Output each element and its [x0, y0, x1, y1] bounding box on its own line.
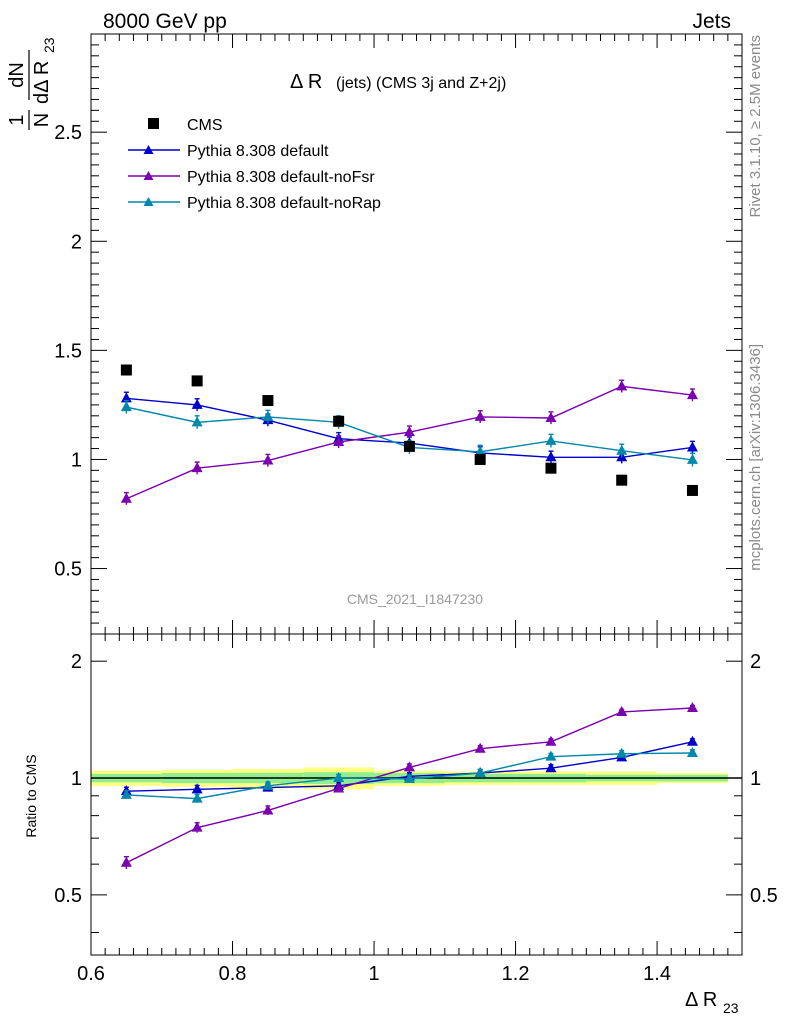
main-series-default-marker	[686, 441, 698, 452]
legend-marker-nofsr	[143, 171, 154, 180]
ratio-plot-frame	[90, 633, 743, 956]
ratio-series-nofsr-marker	[333, 782, 345, 793]
main-y-tick-label: 2.5	[54, 122, 82, 144]
ylabel-dn: dN	[6, 62, 28, 88]
ratio-series-nofsr-marker	[262, 804, 274, 815]
ratio-series-norap-marker	[474, 767, 486, 778]
cms-data-point	[262, 395, 274, 407]
cms-data-point	[403, 440, 415, 452]
ratio-series-norap-marker	[403, 772, 415, 783]
main-series-norap-marker	[120, 401, 132, 412]
main-y-tick-label: 1.5	[54, 340, 82, 362]
main-series-nofsr-marker	[262, 454, 274, 465]
ratio-series-norap-marker	[120, 788, 132, 799]
ylabel-subscript: 23	[41, 37, 57, 53]
main-series-norap-marker	[686, 453, 698, 464]
legend-marker-default	[143, 145, 154, 154]
main-series-default-marker	[545, 451, 557, 462]
ylabel-dr: dΔ R	[31, 61, 53, 104]
main-series-norap-marker	[545, 434, 557, 445]
x-tick-label: 0.6	[77, 963, 105, 985]
main-series-norap-marker	[474, 445, 486, 456]
ratio-series-nofsr-marker	[191, 821, 203, 832]
x-tick-label: 0.8	[219, 963, 247, 985]
legend-label-default: Pythia 8.308 default	[187, 143, 329, 160]
ratio-series-default-marker	[191, 783, 203, 794]
legend-label-norap: Pythia 8.308 default-noRap	[187, 195, 381, 212]
legend: CMS Pythia 8.308 default Pythia 8.308 de…	[128, 117, 381, 212]
cms-data-point	[545, 462, 557, 474]
cms-data-point	[474, 453, 486, 465]
main-series-nofsr-marker	[474, 410, 486, 421]
main-series-nofsr-marker	[333, 436, 345, 446]
main-y-tick-label: 1	[71, 449, 82, 471]
ratio-series-norap-marker	[191, 792, 203, 803]
cms-data-point	[616, 474, 628, 486]
main-y-axis-label: 1 N dN dΔ R 23	[6, 37, 57, 130]
ratio-series-norap-marker	[545, 750, 557, 761]
main-series-norap-marker	[262, 410, 274, 421]
cms-data-point	[686, 484, 698, 496]
ratio-series-nofsr-marker	[474, 742, 486, 753]
main-series-nofsr-marker	[403, 426, 415, 437]
main-y-tick-label: 0.5	[54, 559, 82, 581]
ratio-series-norap-marker	[333, 772, 345, 783]
plot-title: Δ R (jets) (CMS 3j and Z+2j)	[290, 71, 506, 93]
chart-marks: 0.6 0.8 1 1.2 1.4 0.5 1 1.5 2 2.5 0.5 0.5 1 1 2 2	[54, 33, 778, 985]
ratio-y-tick-label-left: 1	[71, 768, 82, 790]
cms-data-point	[191, 375, 203, 387]
ratio-series-default-marker	[686, 735, 698, 746]
ratio-series-norap-marker	[262, 779, 274, 790]
xlabel-subscript: 23	[723, 1000, 739, 1016]
ratio-series-nofsr-marker	[545, 735, 557, 746]
legend-label-nofsr: Pythia 8.308 default-noFsr	[187, 169, 375, 186]
cms-data-point	[120, 364, 132, 376]
ylabel-n: N	[31, 113, 53, 127]
x-axis-label: Δ R 23	[685, 989, 739, 1016]
ratio-y-tick-label-left: 2	[71, 651, 82, 673]
main-series-nofsr-marker	[616, 380, 628, 391]
ratio-y-tick-label-left: 0.5	[54, 885, 82, 907]
main-series-nofsr-marker	[120, 492, 132, 503]
main-series-nofsr-marker	[545, 412, 557, 422]
xlabel-main: Δ R	[685, 989, 717, 1011]
ratio-series-nofsr-marker	[403, 761, 415, 772]
main-series-norap-marker	[616, 444, 628, 455]
ratio-y-tick-label-right: 1	[750, 768, 761, 790]
ratio-y-tick-label-right: 0.5	[750, 885, 778, 907]
ratio-y-axis-label: Ratio to CMS	[23, 754, 39, 837]
rivet-label: Rivet 3.1.10, ≥ 2.5M events	[747, 35, 764, 218]
x-tick-label: 1	[368, 963, 379, 985]
legend-label-cms: CMS	[187, 117, 223, 134]
ratio-series-default-marker	[545, 762, 557, 773]
x-tick-label: 1.2	[502, 963, 530, 985]
main-series-default-marker	[191, 398, 203, 409]
title-symbol: Δ R	[290, 71, 322, 93]
legend-marker-norap	[143, 197, 154, 206]
ratio-series-nofsr-marker	[686, 702, 698, 713]
main-y-tick-label: 2	[71, 231, 82, 253]
ratio-series-norap-marker	[686, 747, 698, 758]
ratio-series-norap-marker	[616, 747, 628, 758]
main-series-norap-marker	[191, 416, 203, 427]
ylabel-one: 1	[6, 114, 28, 125]
ratio-series-nofsr-marker	[120, 856, 132, 867]
ratio-series-nofsr-marker	[616, 705, 628, 716]
cms-data-point	[333, 415, 345, 427]
analysis-watermark: CMS_2021_I1847230	[347, 591, 483, 607]
x-tick-label: 1.4	[643, 963, 671, 985]
main-series-default-marker	[120, 392, 132, 403]
process-label: Jets	[692, 10, 731, 33]
title-text: (jets) (CMS 3j and Z+2j)	[336, 75, 506, 92]
mcplots-label: mcplots.cern.ch [arXiv:1306.3436]	[747, 344, 764, 571]
energy-label: 8000 GeV pp	[103, 10, 227, 33]
legend-marker-cms	[148, 118, 159, 129]
main-series-nofsr-marker	[686, 389, 698, 400]
ratio-y-tick-label-right: 2	[750, 651, 761, 673]
main-series-nofsr-marker	[191, 462, 203, 473]
